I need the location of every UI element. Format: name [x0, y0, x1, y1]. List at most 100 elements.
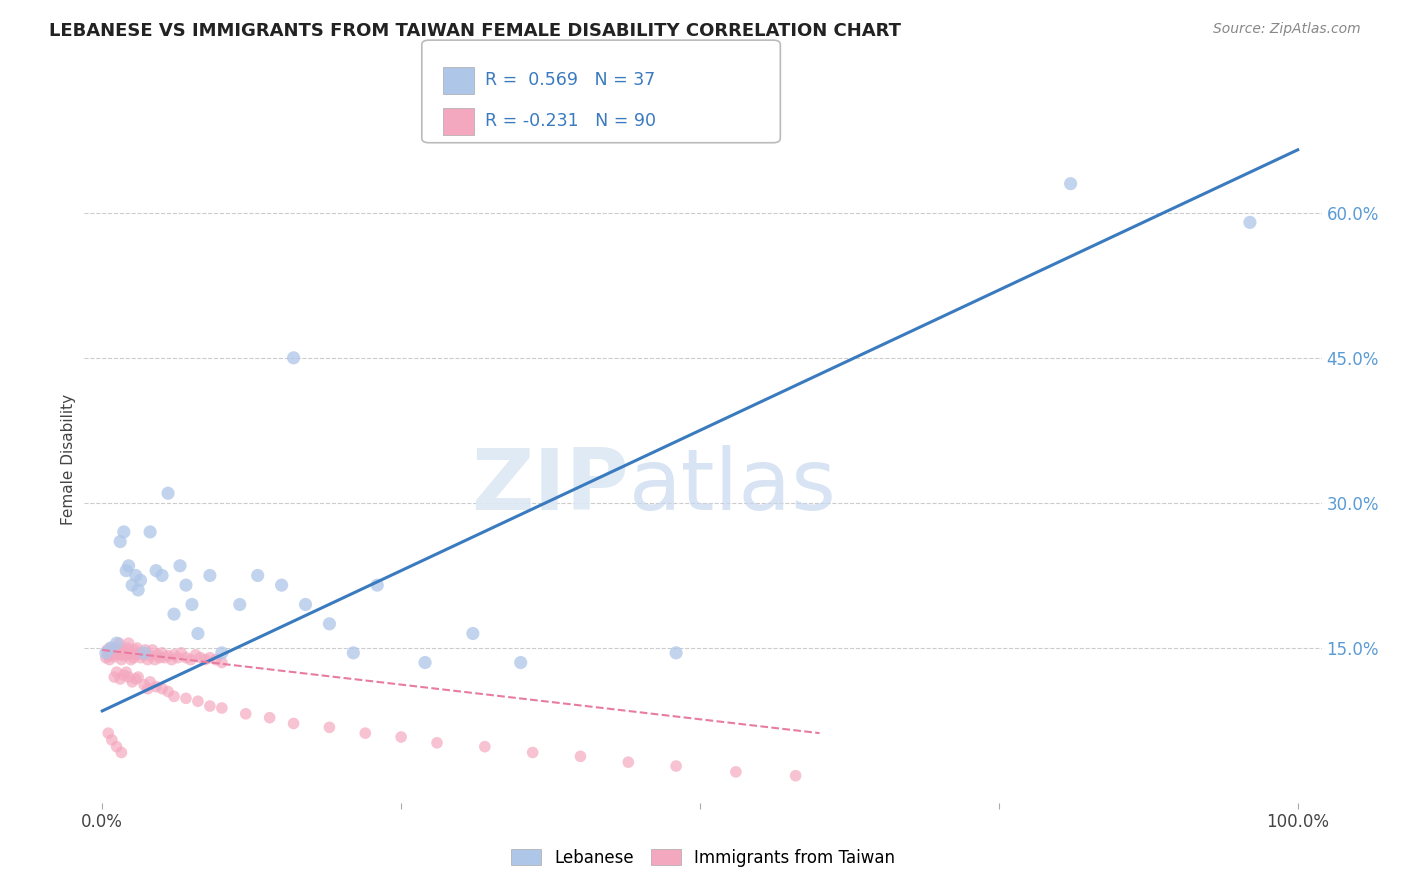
Point [294, 598, 316, 612]
Point [112, 648, 135, 663]
Point [103, 670, 125, 684]
Point [127, 582, 149, 597]
Point [205, 652, 228, 666]
Point [184, 648, 207, 662]
Point [114, 643, 136, 657]
Point [120, 652, 142, 666]
Point [125, 672, 148, 686]
Point [134, 678, 156, 692]
Point [125, 648, 148, 662]
Point [665, 646, 688, 660]
Text: R =  0.569   N = 37: R = 0.569 N = 37 [485, 71, 655, 89]
Point [145, 564, 167, 578]
Point [426, 736, 449, 750]
Point [111, 645, 134, 659]
Point [139, 648, 162, 663]
Point [366, 578, 388, 592]
Text: atlas: atlas [628, 445, 837, 528]
Point [163, 690, 186, 704]
Point [117, 558, 139, 573]
Point [1239, 215, 1261, 229]
Point [157, 486, 180, 500]
Point [569, 749, 592, 764]
Point [194, 652, 217, 666]
Point [132, 648, 155, 662]
Point [136, 652, 159, 666]
Point [157, 648, 180, 663]
Point [94, 646, 117, 660]
Point [129, 650, 152, 665]
Point [141, 643, 163, 657]
Point [187, 694, 209, 708]
Text: R = -0.231   N = 90: R = -0.231 N = 90 [485, 112, 657, 130]
Point [259, 711, 281, 725]
Point [118, 648, 141, 662]
Point [112, 668, 135, 682]
Point [105, 647, 128, 661]
Point [129, 574, 152, 588]
Point [110, 746, 132, 760]
Point [785, 769, 807, 783]
Legend: Lebanese, Immigrants from Taiwan: Lebanese, Immigrants from Taiwan [505, 842, 901, 873]
Point [139, 674, 162, 689]
Point [121, 578, 143, 592]
Point [96, 643, 118, 657]
Point [105, 636, 128, 650]
Point [157, 684, 180, 698]
Point [94, 650, 117, 665]
Point [198, 568, 221, 582]
Point [198, 650, 221, 665]
Point [110, 652, 132, 666]
Point [134, 643, 156, 657]
Point [112, 524, 135, 539]
Point [105, 665, 128, 680]
Point [125, 640, 148, 655]
Point [134, 646, 156, 660]
Point [101, 733, 124, 747]
Point [163, 648, 186, 662]
Point [170, 646, 193, 660]
Point [180, 652, 202, 666]
Point [617, 755, 640, 769]
Point [211, 656, 233, 670]
Point [101, 648, 124, 662]
Point [160, 652, 183, 666]
Point [150, 646, 173, 660]
Point [246, 568, 269, 582]
Point [283, 351, 305, 365]
Point [104, 643, 127, 657]
Point [188, 650, 211, 665]
Point [181, 598, 204, 612]
Point [110, 648, 132, 662]
Point [283, 716, 305, 731]
Point [121, 646, 143, 660]
Text: Source: ZipAtlas.com: Source: ZipAtlas.com [1213, 22, 1361, 37]
Point [100, 640, 122, 655]
Point [101, 644, 124, 658]
Point [121, 674, 143, 689]
Point [174, 691, 197, 706]
Point [522, 746, 544, 760]
Point [145, 680, 167, 694]
Point [115, 648, 138, 662]
Point [474, 739, 496, 754]
Point [103, 649, 125, 664]
Point [110, 672, 132, 686]
Y-axis label: Female Disability: Female Disability [60, 393, 76, 525]
Point [169, 558, 191, 573]
Point [125, 568, 148, 582]
Point [413, 656, 436, 670]
Point [163, 607, 186, 622]
Point [665, 759, 688, 773]
Point [139, 524, 162, 539]
Point [149, 650, 172, 665]
Point [153, 650, 176, 665]
Point [115, 665, 138, 680]
Point [342, 646, 364, 660]
Point [127, 646, 149, 660]
Point [1059, 177, 1081, 191]
Point [198, 699, 221, 714]
Point [97, 726, 120, 740]
Point [389, 730, 412, 744]
Point [97, 648, 120, 663]
